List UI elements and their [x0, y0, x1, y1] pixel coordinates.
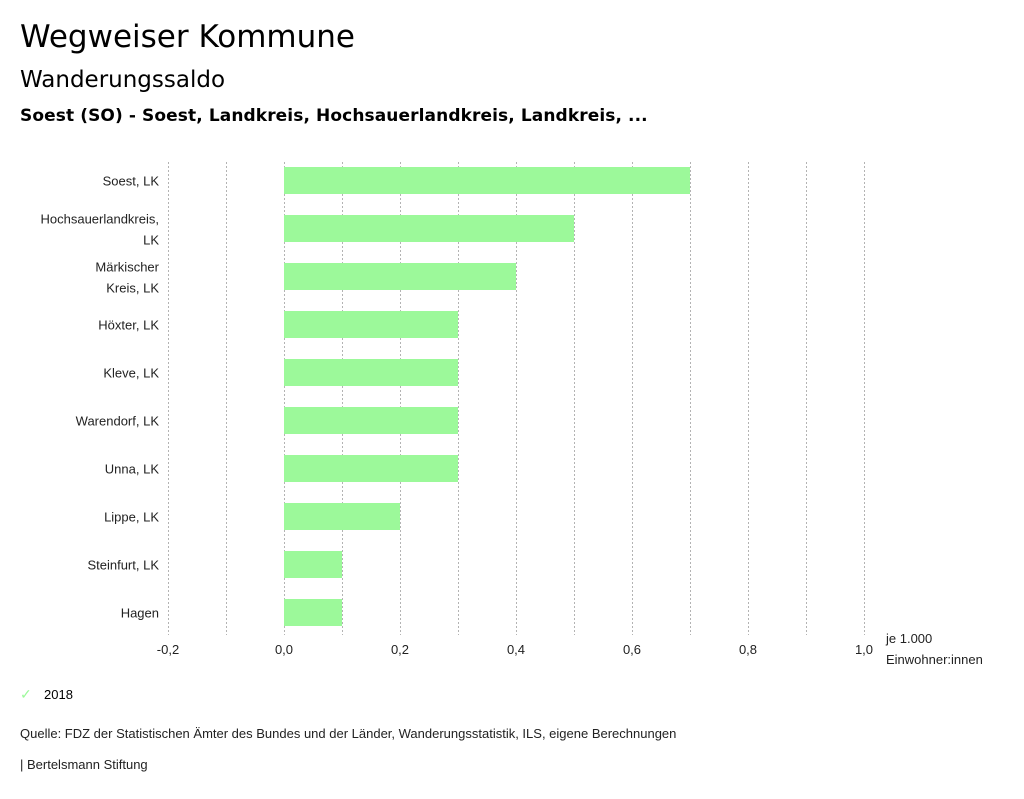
check-icon: ✓ — [20, 686, 32, 702]
gridlines — [168, 162, 865, 635]
bar[interactable] — [284, 263, 516, 290]
x-tick-label: 0,6 — [623, 642, 641, 657]
source-note: Quelle: FDZ der Statistischen Ämter des … — [20, 726, 677, 741]
x-tick-label: 0,8 — [739, 642, 757, 657]
legend-label: 2018 — [44, 687, 73, 702]
x-tick-label: 0,2 — [391, 642, 409, 657]
category-labels: Soest, LK Hochsauerlandkreis, LK Märkischer… — [40, 174, 159, 621]
bar[interactable] — [284, 359, 458, 386]
x-tick-label: -0,2 — [157, 642, 179, 657]
category-label: Steinfurt, LK — [87, 558, 159, 573]
bars — [284, 167, 690, 626]
bar[interactable] — [284, 599, 342, 626]
x-tick-label: 1,0 — [855, 642, 873, 657]
category-label: Hochsauerlandkreis, LK — [40, 212, 159, 248]
bar[interactable] — [284, 503, 400, 530]
region-selection: Soest (SO) - Soest, Landkreis, Hochsauer… — [20, 106, 648, 126]
category-label: Kleve, LK — [103, 366, 159, 381]
bar-chart: Soest, LK Hochsauerlandkreis, LK Märkischer… — [40, 162, 983, 667]
bar[interactable] — [284, 167, 690, 194]
category-label: Höxter, LK — [98, 318, 159, 333]
x-axis-label: Einwohner:innen — [886, 652, 983, 667]
bar[interactable] — [284, 311, 458, 338]
bar[interactable] — [284, 551, 342, 578]
category-label: Warendorf, LK — [76, 414, 160, 429]
category-label: Märkischer Kreis, LK — [95, 260, 159, 296]
x-tick-label: 0,0 — [275, 642, 293, 657]
bar[interactable] — [284, 215, 574, 242]
brand-note: | Bertelsmann Stiftung — [20, 757, 148, 772]
x-tick-label: 0,4 — [507, 642, 525, 657]
legend[interactable]: ✓ 2018 — [20, 686, 73, 703]
x-axis-label: je 1.000 — [885, 631, 932, 646]
category-label: Hagen — [121, 606, 159, 621]
x-tick-labels: -0,2 0,0 0,2 0,4 0,6 0,8 1,0 — [157, 642, 873, 657]
category-label: Lippe, LK — [104, 510, 159, 525]
x-axis-unit-label: je 1.000 Einwohner:innen — [885, 631, 983, 667]
category-label: Soest, LK — [103, 174, 160, 189]
chart-subtitle: Wanderungssaldo — [20, 67, 226, 93]
bar[interactable] — [284, 407, 458, 434]
bar[interactable] — [284, 455, 458, 482]
page-title: Wegweiser Kommune — [20, 19, 355, 55]
category-label: Unna, LK — [105, 462, 160, 477]
